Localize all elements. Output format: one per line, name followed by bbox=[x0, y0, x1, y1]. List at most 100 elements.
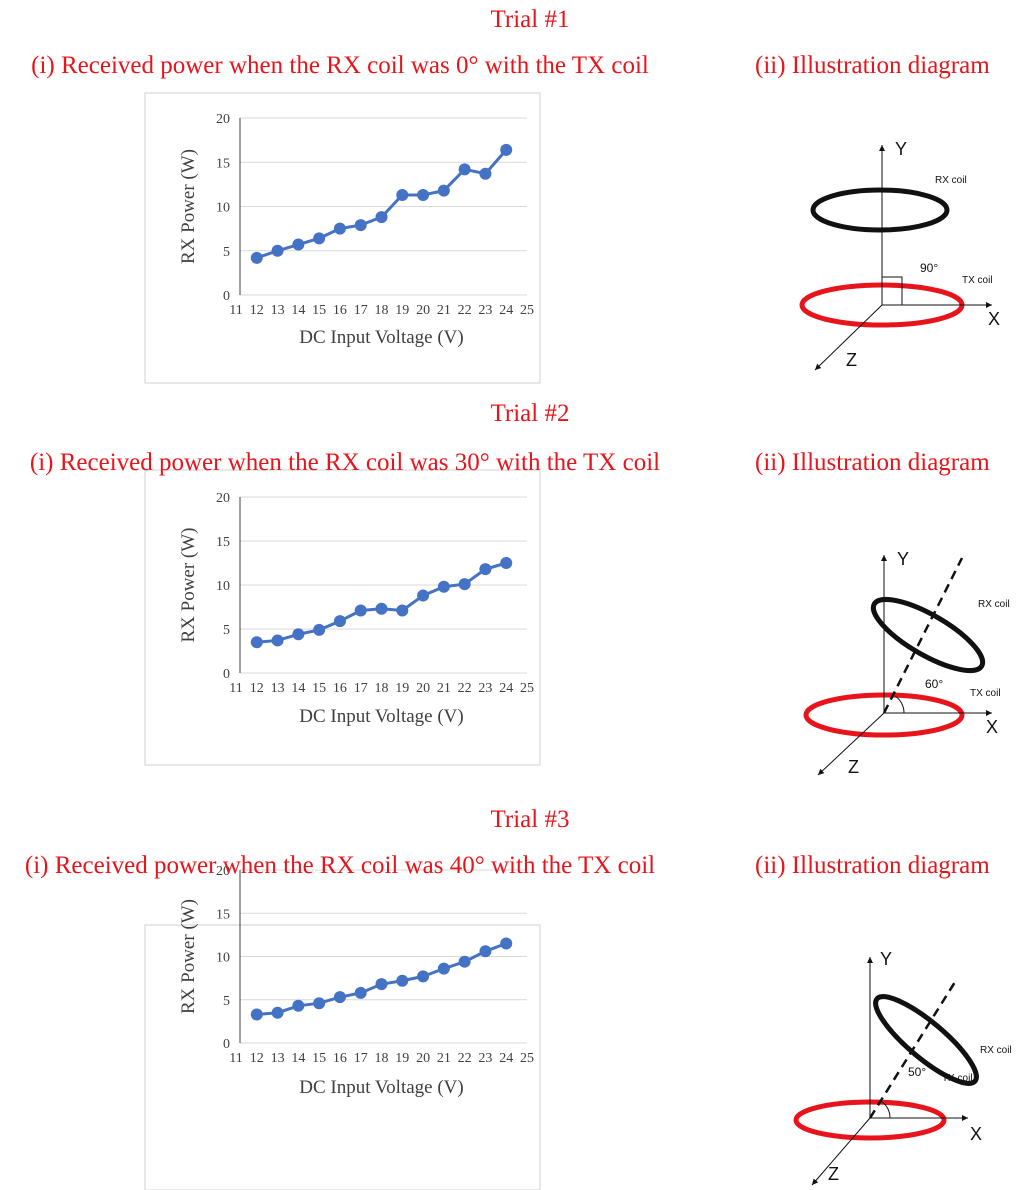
x-axis-label: DC Input Voltage (V) bbox=[299, 1077, 463, 1098]
y-tick-label: 20 bbox=[216, 112, 230, 127]
y-tick-label: 5 bbox=[223, 994, 230, 1009]
data-point bbox=[479, 168, 491, 180]
data-point bbox=[376, 603, 388, 615]
rx-coil bbox=[864, 587, 991, 684]
x-tick-label: 19 bbox=[395, 1051, 409, 1066]
y-tick-label: 20 bbox=[216, 491, 230, 506]
angle-arc bbox=[895, 696, 904, 713]
y-tick-label: 0 bbox=[223, 667, 230, 682]
x-tick-label: 15 bbox=[312, 681, 326, 696]
data-point bbox=[334, 991, 346, 1003]
coil-label: TX coil bbox=[942, 1073, 973, 1084]
x-axis-label: DC Input Voltage (V) bbox=[299, 327, 463, 348]
x-tick-label: 23 bbox=[478, 681, 492, 696]
x-tick-label: 24 bbox=[499, 303, 513, 318]
data-point bbox=[313, 624, 325, 636]
x-tick-label: 12 bbox=[250, 303, 264, 318]
figure: 0 5 10 15 20 11 12 13 14 15 16 17 18 19 20 21 22 23 24 25 DC… bbox=[0, 0, 1034, 1190]
axis-label: X bbox=[988, 309, 1000, 329]
chart-title: (i) Received power when the RX coil was … bbox=[10, 850, 670, 882]
diagram-title: (ii) Illustration diagram bbox=[755, 50, 1034, 82]
data-point bbox=[251, 1008, 263, 1020]
data-point bbox=[355, 219, 367, 231]
x-tick-label: 23 bbox=[478, 1051, 492, 1066]
data-point bbox=[459, 578, 471, 590]
chart-title: (i) Received power when the RX coil was … bbox=[0, 50, 680, 82]
x-tick-label: 16 bbox=[333, 1051, 347, 1066]
y-tick-label: 5 bbox=[223, 245, 230, 260]
x-tick-label: 21 bbox=[437, 303, 451, 318]
data-point bbox=[313, 997, 325, 1009]
x-tick-label: 19 bbox=[395, 303, 409, 318]
coil-label: TX coil bbox=[962, 275, 993, 286]
data-point bbox=[272, 1007, 284, 1019]
y-tick-label: 15 bbox=[216, 907, 230, 922]
x-tick-label: 17 bbox=[354, 1051, 368, 1066]
y-tick-label: 0 bbox=[223, 1037, 230, 1052]
axis-label: Z bbox=[848, 757, 859, 777]
x-tick-label: 14 bbox=[291, 681, 305, 696]
data-point bbox=[334, 615, 346, 627]
x-tick-label: 11 bbox=[229, 681, 242, 696]
data-point bbox=[500, 938, 512, 950]
x-tick-label: 15 bbox=[312, 1051, 326, 1066]
x-tick-label: 23 bbox=[478, 303, 492, 318]
x-tick-label: 13 bbox=[271, 681, 285, 696]
data-point bbox=[376, 211, 388, 223]
data-point bbox=[355, 987, 367, 999]
coil-label: RX coil bbox=[978, 599, 1010, 610]
x-tick-label: 16 bbox=[333, 681, 347, 696]
axis-label: Z bbox=[828, 1164, 839, 1184]
data-point bbox=[355, 605, 367, 617]
coil-label: RX coil bbox=[935, 175, 967, 186]
x-tick-label: 18 bbox=[375, 1051, 389, 1066]
angle-label: 60° bbox=[925, 677, 943, 691]
x-tick-label: 13 bbox=[271, 303, 285, 318]
data-point bbox=[438, 963, 450, 975]
x-tick-label: 21 bbox=[437, 681, 451, 696]
axis-label: Y bbox=[897, 549, 909, 569]
trial-heading: Trial #3 bbox=[430, 804, 630, 836]
y-tick-label: 15 bbox=[216, 535, 230, 550]
data-point bbox=[417, 590, 429, 602]
data-point bbox=[251, 252, 263, 264]
trial-heading: Trial #2 bbox=[430, 398, 630, 430]
data-point bbox=[479, 945, 491, 957]
coil-axis bbox=[870, 982, 955, 1118]
data-point bbox=[459, 163, 471, 175]
x-tick-label: 14 bbox=[291, 1051, 305, 1066]
coil-label: TX coil bbox=[970, 688, 1001, 699]
data-point bbox=[396, 605, 408, 617]
x-tick-label: 22 bbox=[458, 681, 472, 696]
x-tick-label: 11 bbox=[229, 1051, 242, 1066]
axis-label: Y bbox=[880, 949, 892, 969]
x-tick-label: 17 bbox=[354, 303, 368, 318]
figure-canvas: 0 5 10 15 20 11 12 13 14 15 16 17 18 19 20 21 22 23 24 25 DC… bbox=[0, 0, 1034, 1190]
x-tick-label: 14 bbox=[291, 303, 305, 318]
y-tick-label: 0 bbox=[223, 289, 230, 304]
y-tick-label: 5 bbox=[223, 623, 230, 638]
data-point bbox=[500, 144, 512, 156]
data-point bbox=[272, 634, 284, 646]
data-point bbox=[500, 557, 512, 569]
x-tick-label: 25 bbox=[520, 681, 534, 696]
y-axis-label: RX Power (W) bbox=[178, 527, 199, 642]
x-tick-label: 25 bbox=[520, 1051, 534, 1066]
y-tick-label: 10 bbox=[216, 951, 230, 966]
x-tick-label: 16 bbox=[333, 303, 347, 318]
x-tick-label: 18 bbox=[375, 681, 389, 696]
y-axis-label: RX Power (W) bbox=[178, 149, 199, 264]
data-point bbox=[292, 628, 304, 640]
x-tick-label: 12 bbox=[250, 681, 264, 696]
x-tick-label: 20 bbox=[416, 303, 430, 318]
axis-label: Y bbox=[895, 139, 907, 159]
x-tick-label: 24 bbox=[499, 681, 513, 696]
data-point bbox=[438, 185, 450, 197]
x-tick-label: 21 bbox=[437, 1051, 451, 1066]
data-point bbox=[459, 956, 471, 968]
data-point bbox=[292, 239, 304, 251]
